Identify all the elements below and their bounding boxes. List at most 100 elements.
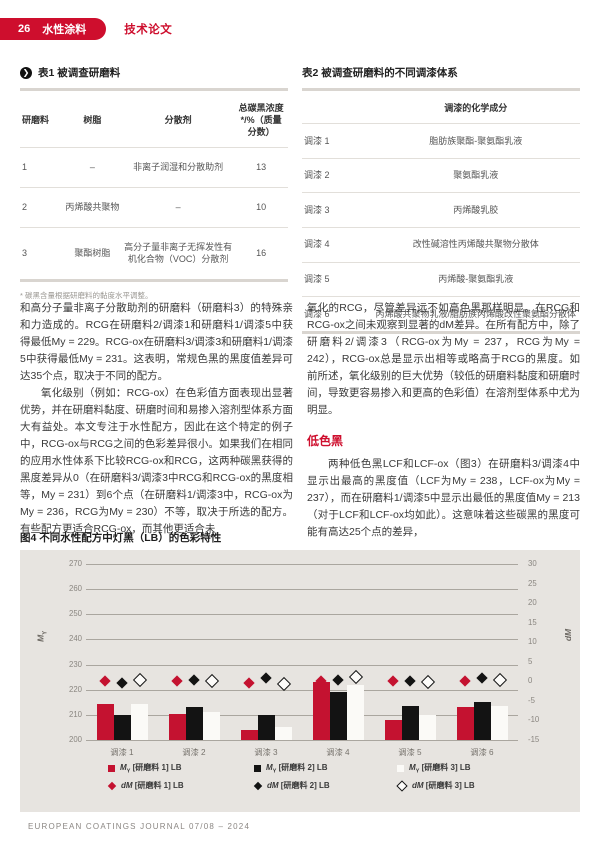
diamond-marker [171,675,183,687]
left-axis-tick: 250 [68,609,82,619]
table-cell: 调漆 4 [302,227,372,263]
right-axis-tick: 25 [528,578,537,588]
table1-header: 总碳黑浓度*/%（质量分数） [234,89,288,149]
table-row: 3 聚酯树脂 高分子量非离子无挥发性有机化合物（VOC）分散剂 16 [20,227,288,280]
gridline [86,589,518,591]
gridline [86,740,518,741]
bar [96,703,114,740]
table-cell: 调漆 3 [302,192,372,228]
table-cell: 丙烯酸共聚物 [62,187,122,228]
table1-column: ❯ 表1 被调查研磨料 研磨料 树脂 分散剂 总碳黑浓度*/%（质量分数） 1– 非离子… [20,66,288,334]
table-cell: 非离子润湿和分散助剂 [121,147,235,189]
paragraph: 氧化的RCG，尽管差异远不如高色黑那样明显。在RCG和RCG-ox之间未观察到显… [307,302,581,416]
article-type-label: 技术论文 [124,24,173,36]
legend-swatch [108,764,115,772]
legend-item: dM [研磨料 2] LB [253,780,330,791]
legend-item: dM [研磨料 1] LB [107,780,184,791]
legend-swatch [397,764,404,772]
legend-diamond [107,781,117,790]
bar [346,684,364,740]
table-cell: 1 [20,147,63,189]
right-axis-tick: 15 [528,617,537,627]
x-axis-label: 调漆 3 [254,748,278,757]
right-axis-label: dM [563,628,573,642]
table-row: 1– 非离子润湿和分散助剂 13 [20,147,288,189]
table-row: 调漆 3 丙烯酸乳胶 [302,192,580,228]
paragraph: 氧化级别（例如：RCG-ox）在色彩值方面表现出显著优势，并在研磨料黏度、研磨时… [20,387,293,535]
gridline [86,614,518,616]
table-row: 调漆 1 脂肪族聚酯-聚氨酯乳液 [302,123,580,159]
table-row: 调漆 4 改性碱溶性丙烯酸共聚物分散体 [302,227,580,263]
table-cell: 改性碱溶性丙烯酸共聚物分散体 [371,227,580,263]
gridline [86,639,518,641]
table1-body: 1– 非离子润湿和分散助剂 13 2 丙烯酸共聚物 –10 3 聚酯树脂 高分子量非离子无挥发性… [20,147,288,280]
right-axis-tick: 10 [528,637,537,647]
table-cell: 丙烯酸共聚物乳液/脂肪族丙烯酸改性聚氨酯分散体 [375,308,576,319]
section-label: 水性涂料 [42,24,87,36]
table-cell: 3 [22,247,28,258]
x-axis-label: 调漆 4 [326,748,350,757]
bar [401,706,419,740]
bar [418,714,436,740]
table1-head: 研磨料 树脂 分散剂 总碳黑浓度*/%（质量分数） [20,89,288,149]
table2-col-header: 调漆的化学成分 [371,89,580,125]
table-cell: 调漆 2 [302,158,372,194]
legend-label: dM [研磨料 1] LB [121,781,184,790]
table2-title-row: 表2 被调查研磨料的不同调漆体系 [302,66,580,79]
table-cell: 调漆 5 [302,262,372,298]
diamond-marker [492,673,508,688]
diamond-marker [332,674,344,686]
table-cell: 10 [234,187,288,228]
table-cell: 脂肪族聚酯-聚氨酯乳液 [371,123,580,159]
right-axis-tick: 30 [528,559,537,568]
left-axis-tick: 270 [68,559,82,568]
left-axis-tick: 230 [68,659,82,669]
legend-label: MY [研磨料 3] LB [409,763,471,775]
diamond-marker [243,677,255,689]
table1-header: 研磨料 [20,89,63,149]
right-axis-tick: -10 [528,715,540,725]
diamond-marker [116,677,128,689]
figure-chart: MY dM 200 210 220 230 240 250 260 270 -15 -10 -5 0 5… [20,550,580,812]
table1-title: 表1 被调查研磨料 [38,67,121,79]
figure-caption: 图4 不同水性配方中灯黑（LB）的色彩特性 [20,532,222,544]
x-axis-label: 调漆 6 [470,748,494,757]
table-row: 调漆 5 丙烯酸-聚氨酯乳液 [302,262,580,298]
table-cell: – [121,187,235,228]
gridline [86,714,518,716]
right-axis-tick: -5 [528,695,535,705]
table-cell: 高分子量非离子无挥发性有机化合物（VOC）分散剂 [124,241,233,265]
legend-label: MY [研磨料 1] LB [120,763,182,775]
chart-plot-area [86,564,518,741]
gridline [86,564,518,565]
bar [274,727,292,740]
diamond-marker [276,676,292,691]
paragraph: 两种低色黑LCF和LCF-ox（图3）在研磨料3/调漆4中显示出最高的黑度值（L… [307,458,580,538]
diamond-marker [188,674,200,686]
table1: 研磨料 树脂 分散剂 总碳黑浓度*/%（质量分数） 1– 非离子润湿和分散助剂 13 2 丙烯… [20,88,288,282]
diamond-marker [348,669,364,684]
bar [202,712,220,740]
table-cell: 聚氨酯乳液 [371,158,580,194]
table-row: 调漆 6 丙烯酸共聚物乳液/脂肪族丙烯酸改性聚氨酯分散体 [302,297,580,333]
section-badge: 26 水性涂料 [0,18,107,40]
table2: 调漆的化学成分 调漆 1 脂肪族聚酯-聚氨酯乳液 调漆 2 聚氨酯乳液 调漆 3 丙烯酸乳… [302,88,580,334]
x-axis-label: 调漆 5 [398,748,422,757]
text-column-left: 和高分子量非离子分散助剂的研磨料（研磨料3）的特殊亲和力造成的。RCG在研磨料2… [20,300,293,541]
article-body: 和高分子量非离子分散助剂的研磨料（研磨料3）的特殊亲和力造成的。RCG在研磨料2… [20,300,580,541]
bar [130,703,148,740]
gridline [86,664,518,666]
table-cell: 16 [256,247,267,258]
bar [473,702,491,740]
legend-item: MY [研磨料 1] LB [108,762,182,775]
table-cell: 丙烯酸乳胶 [371,192,580,228]
bar [456,707,474,740]
table-row: 调漆 2 聚氨酯乳液 [302,158,580,194]
left-axis-tick: 240 [68,634,82,644]
diamond-marker [260,672,272,684]
table-cell: 聚酯树脂 [74,247,111,258]
diamond-marker [404,675,416,687]
diamond-marker [476,672,488,684]
bar [185,707,203,740]
x-axis-label: 调漆 1 [110,748,134,757]
